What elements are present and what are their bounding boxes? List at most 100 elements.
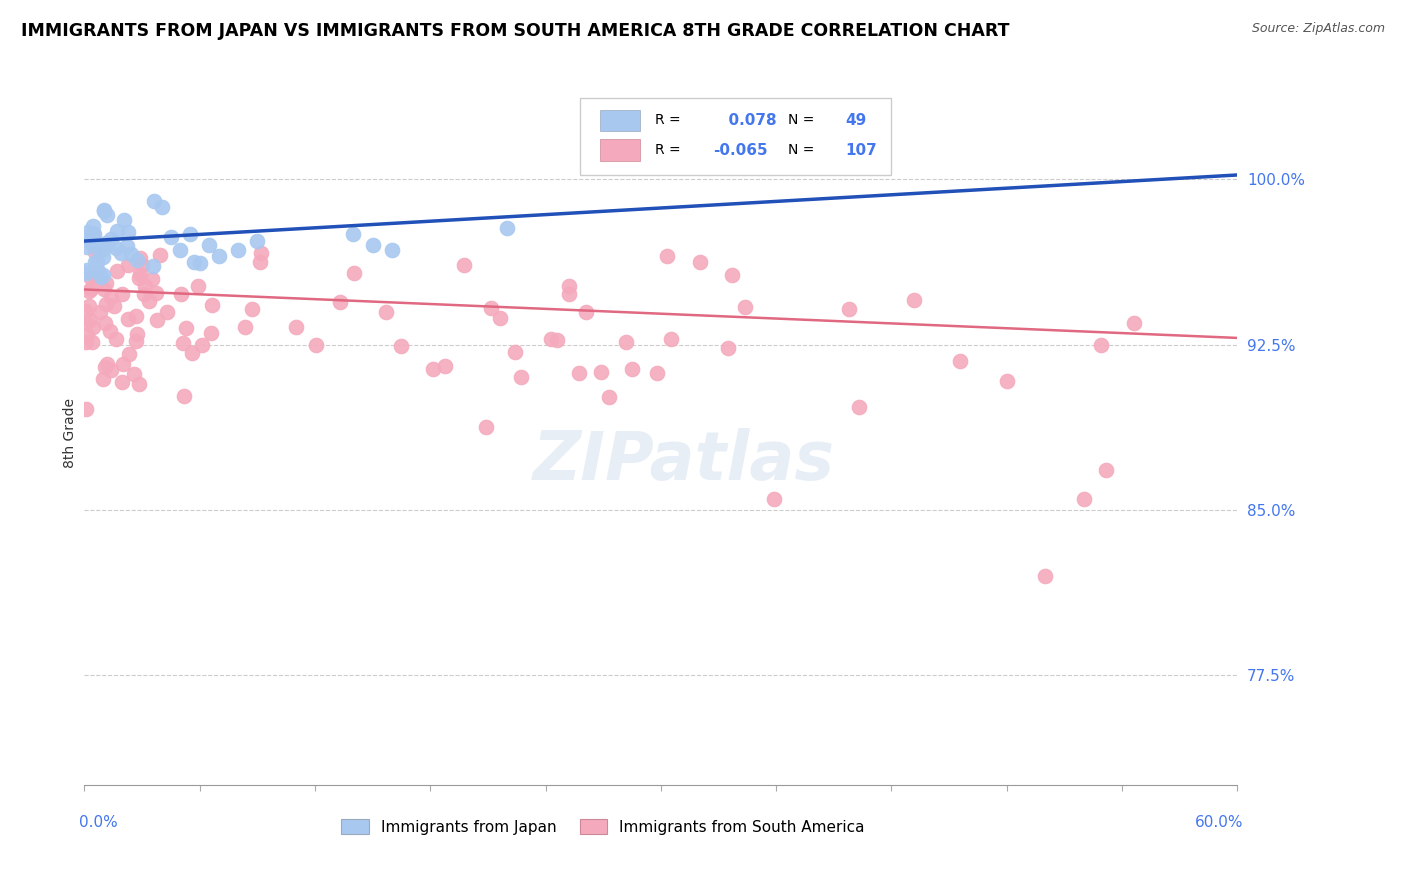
Text: 0.0%: 0.0%	[79, 815, 117, 830]
Point	[98, 324, 121, 338]
Point	[82, 227, 104, 242]
Point	[188, 256, 211, 270]
Point	[568, 366, 591, 380]
Point	[614, 334, 637, 349]
FancyBboxPatch shape	[600, 139, 640, 161]
Point	[91, 268, 114, 282]
Point	[122, 367, 145, 381]
Point	[117, 258, 139, 272]
Point	[100, 363, 122, 377]
Point	[103, 300, 125, 314]
Point	[305, 338, 328, 352]
Point	[125, 334, 148, 348]
Point	[110, 245, 132, 260]
Point	[79, 312, 101, 326]
Point	[150, 200, 173, 214]
Point	[1090, 338, 1112, 352]
Point	[80, 271, 103, 285]
Point	[117, 225, 139, 239]
Point	[142, 260, 165, 274]
Point	[557, 286, 579, 301]
Point	[80, 236, 103, 251]
Point	[249, 255, 271, 269]
Point	[94, 277, 117, 291]
Point	[659, 333, 682, 347]
Point	[129, 251, 152, 265]
Point	[125, 252, 148, 267]
Text: 0.078: 0.078	[718, 113, 778, 128]
Point	[96, 208, 118, 222]
Point	[93, 282, 115, 296]
Point	[183, 255, 205, 269]
Text: 60.0%: 60.0%	[1195, 815, 1243, 830]
Point	[598, 390, 620, 404]
Point	[540, 332, 562, 346]
Point	[141, 272, 163, 286]
Point	[75, 303, 97, 318]
Text: R =: R =	[655, 143, 685, 157]
Point	[200, 326, 222, 341]
Point	[76, 328, 98, 343]
Point	[80, 229, 103, 244]
Point	[115, 239, 138, 253]
Point	[75, 335, 97, 350]
Point	[93, 204, 115, 219]
Point	[246, 234, 269, 248]
Point	[557, 279, 579, 293]
Point	[84, 270, 107, 285]
Point	[110, 286, 132, 301]
Point	[112, 357, 135, 371]
Point	[1122, 316, 1144, 330]
Point	[83, 227, 105, 242]
Point	[734, 300, 756, 314]
Point	[128, 377, 150, 392]
Point	[100, 232, 122, 246]
Text: Source: ZipAtlas.com: Source: ZipAtlas.com	[1251, 22, 1385, 36]
Point	[77, 299, 100, 313]
FancyBboxPatch shape	[581, 98, 891, 176]
Point	[198, 238, 221, 252]
Point	[75, 401, 97, 416]
Point	[174, 321, 197, 335]
Point	[621, 361, 644, 376]
Point	[77, 284, 100, 298]
Point	[361, 238, 384, 252]
Point	[75, 316, 97, 330]
Point	[489, 311, 512, 326]
Point	[433, 359, 456, 374]
Point	[170, 286, 193, 301]
Point	[145, 286, 167, 301]
Point	[422, 362, 444, 376]
Point	[82, 320, 104, 334]
Point	[453, 258, 475, 272]
Point	[689, 255, 711, 269]
Point	[120, 247, 142, 261]
Point	[1095, 462, 1118, 476]
Point	[76, 240, 98, 254]
Point	[84, 255, 107, 269]
Point	[838, 302, 860, 317]
Point	[105, 332, 128, 346]
Point	[1033, 568, 1056, 582]
Point	[149, 247, 172, 261]
Point	[172, 336, 194, 351]
Point	[117, 311, 139, 326]
Point	[343, 266, 366, 280]
Point	[159, 229, 181, 244]
Point	[138, 293, 160, 308]
Point	[509, 369, 531, 384]
Point	[94, 296, 117, 310]
Point	[80, 335, 103, 350]
Point	[848, 401, 870, 415]
Point	[86, 255, 108, 269]
Text: N =: N =	[787, 113, 818, 128]
Point	[191, 338, 214, 352]
Point	[381, 243, 404, 257]
Point	[77, 225, 100, 239]
Point	[479, 301, 502, 315]
Point	[90, 270, 112, 285]
Point	[110, 375, 132, 389]
Point	[93, 316, 115, 330]
Text: 49: 49	[845, 113, 866, 128]
Point	[96, 357, 118, 371]
